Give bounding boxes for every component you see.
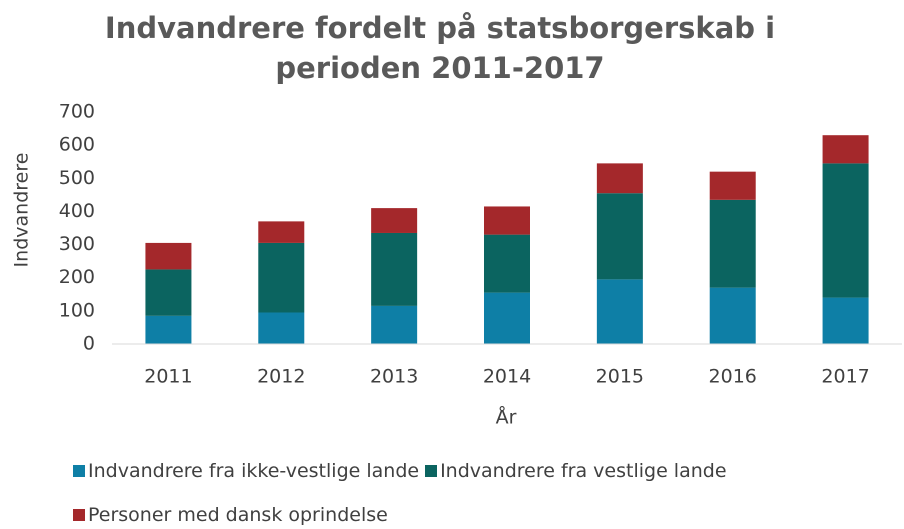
x-tick-label: 2016 bbox=[709, 366, 757, 388]
bar-segment bbox=[596, 193, 643, 280]
y-tick-label: 100 bbox=[59, 299, 95, 321]
x-tick-label: 2012 bbox=[257, 366, 305, 388]
bar-segment bbox=[371, 208, 418, 233]
y-tick-label: 400 bbox=[59, 200, 95, 222]
x-axis-title: År bbox=[496, 406, 517, 429]
bar-segment bbox=[371, 232, 418, 306]
legend-item: Indvandrere fra ikke-vestlige lande bbox=[73, 460, 419, 482]
legend-label: Personer med dansk oprindelse bbox=[88, 504, 388, 526]
bar-segment bbox=[596, 163, 643, 194]
bar-segment bbox=[484, 292, 530, 344]
legend-item: Indvandrere fra vestlige lande bbox=[425, 460, 727, 482]
bar-segment bbox=[258, 242, 305, 313]
y-tick-label: 500 bbox=[59, 167, 95, 189]
bar-segment bbox=[145, 315, 192, 344]
bar-segment bbox=[596, 279, 643, 344]
bar-segment bbox=[709, 171, 756, 200]
legend-item: Personer med dansk oprindelse bbox=[73, 504, 388, 526]
x-tick-label: 2013 bbox=[370, 366, 418, 388]
legend-label: Indvandrere fra vestlige lande bbox=[440, 460, 727, 482]
bar-segment bbox=[371, 305, 418, 344]
x-tick-label: 2015 bbox=[596, 366, 644, 388]
chart: Indvandrere År 0 100 200 300 400 500 600 700 201… bbox=[11, 101, 902, 429]
bar-segment bbox=[822, 163, 869, 298]
bar-segment bbox=[145, 269, 192, 316]
legend-label: Indvandrere fra ikke-vestlige lande bbox=[88, 460, 420, 482]
x-tick-label: 2011 bbox=[144, 366, 192, 388]
legend-swatch bbox=[73, 465, 85, 477]
bar-segment bbox=[709, 287, 756, 344]
bar-segment bbox=[258, 312, 305, 344]
bar-segment bbox=[709, 199, 756, 288]
bar-segment bbox=[145, 242, 192, 270]
bar-segment bbox=[484, 234, 530, 293]
x-tick-label: 2017 bbox=[821, 366, 869, 388]
chart-title: Indvandrere fordelt på statsborgerskab i… bbox=[104, 11, 776, 85]
x-tick-label: 2014 bbox=[483, 366, 531, 388]
y-axis-title: Indvandrere bbox=[11, 153, 33, 268]
legend-swatch bbox=[73, 509, 85, 521]
legend: Indvandrere fra ikke-vestlige lande Indva… bbox=[73, 460, 833, 526]
y-tick-label: 200 bbox=[59, 266, 95, 288]
bar-segment bbox=[822, 135, 869, 164]
legend-swatch bbox=[425, 465, 438, 477]
bar-segment bbox=[822, 297, 869, 344]
y-tick-label: 700 bbox=[59, 101, 95, 123]
y-tick-label: 0 bbox=[83, 333, 95, 355]
bar-segment bbox=[258, 221, 305, 243]
y-tick-label: 600 bbox=[59, 134, 95, 156]
bar-segment bbox=[484, 206, 530, 235]
y-tick-label: 300 bbox=[59, 233, 95, 255]
